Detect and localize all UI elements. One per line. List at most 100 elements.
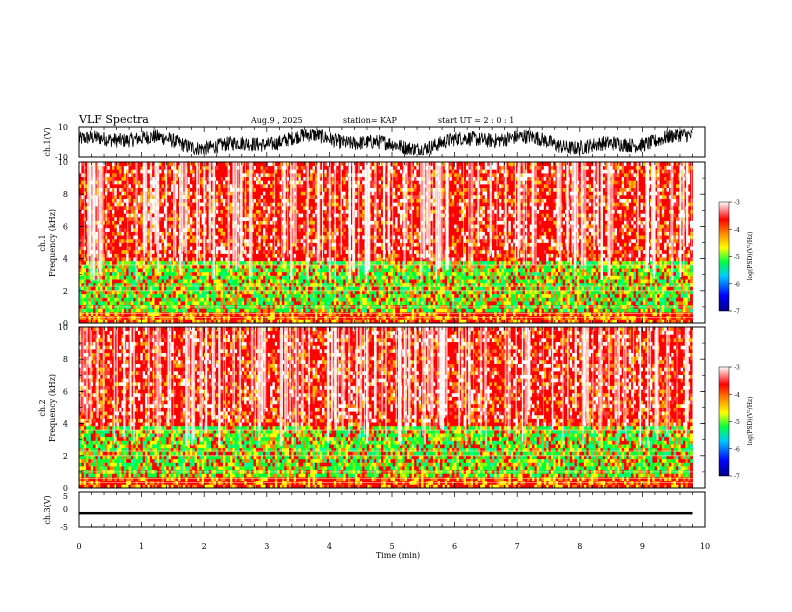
spectrogram-cell xyxy=(225,169,229,174)
spectrogram-cell xyxy=(230,235,233,240)
spectrogram-cell xyxy=(251,194,255,199)
spectrogram-cell xyxy=(225,238,229,243)
spectrogram-cell xyxy=(296,308,299,313)
spectrogram-cell xyxy=(128,319,132,324)
spectrogram-cell xyxy=(119,213,122,218)
spectrogram-cell xyxy=(79,275,82,280)
spectrogram-cell xyxy=(175,264,179,269)
spectrogram-cell xyxy=(154,249,158,254)
spectrogram-cell xyxy=(142,297,146,302)
spectrogram-cell xyxy=(107,264,111,269)
spectrogram-cell xyxy=(314,293,318,298)
spectrogram-cell xyxy=(253,301,257,306)
spectrogram-cell xyxy=(206,205,210,210)
spectrogram-cell xyxy=(161,213,165,218)
spectrogram-cell xyxy=(333,308,337,313)
spectrogram-cell xyxy=(192,187,196,192)
spectrogram-cell xyxy=(272,301,276,306)
spectrogram-cell xyxy=(199,220,203,225)
spectrogram-cell xyxy=(90,282,94,287)
spectrogram-cell xyxy=(192,224,196,229)
spectrogram-cell xyxy=(239,286,243,291)
spectrogram-cell xyxy=(161,191,165,196)
spectrogram-cell xyxy=(168,275,172,280)
spectrogram-cell xyxy=(241,293,245,298)
spectrogram-cell xyxy=(166,198,170,203)
spectrogram-cell xyxy=(192,312,196,317)
spectrogram-cell xyxy=(102,224,106,229)
spectrogram-cell xyxy=(119,290,122,295)
spectrogram-cell xyxy=(182,242,186,247)
spectrogram-cell xyxy=(81,169,85,174)
spectrogram-cell xyxy=(159,213,162,218)
spectrogram-cell xyxy=(215,216,219,221)
spectrogram-cell xyxy=(93,308,96,313)
spectrogram-cell xyxy=(149,286,153,291)
spectrogram-cell xyxy=(159,282,162,287)
spectrogram-cell xyxy=(81,187,85,192)
spectrogram-cell xyxy=(112,213,115,218)
spectrogram-cell xyxy=(338,268,342,273)
spectrogram-cell xyxy=(140,220,144,225)
spectrogram-cell xyxy=(258,194,262,199)
spectrogram-cell xyxy=(300,257,304,262)
spectrogram-cell xyxy=(215,319,219,324)
spectrogram-cell xyxy=(300,242,304,247)
spectrogram-cell xyxy=(208,275,212,280)
spectrogram-cell xyxy=(180,282,184,287)
spectrogram-cell xyxy=(338,286,342,291)
spectrogram-cell xyxy=(270,235,273,240)
spectrogram-cell xyxy=(147,172,151,178)
spectrogram-cell xyxy=(86,264,89,269)
spectrogram-cell xyxy=(251,282,255,287)
spectrogram-cell xyxy=(258,319,262,324)
spectrogram-cell xyxy=(140,271,144,276)
spectrogram-cell xyxy=(114,275,118,280)
spectrogram-cell xyxy=(298,308,302,313)
spectrogram-cell xyxy=(331,257,335,262)
spectrogram-cell xyxy=(104,180,108,185)
spectrogram-cell xyxy=(83,238,87,243)
spectrogram-cell xyxy=(274,268,278,273)
spectrogram-cell xyxy=(161,238,165,243)
spectrogram-cell xyxy=(331,169,335,174)
spectrogram-cell xyxy=(296,279,299,284)
spectrogram-cell xyxy=(218,301,221,306)
spectrogram-cell xyxy=(241,187,245,192)
spectrogram-cell xyxy=(114,187,118,192)
spectrogram-cell xyxy=(286,257,290,262)
spectrogram-cell xyxy=(331,213,335,218)
spectrogram-cell xyxy=(258,191,262,196)
spectrogram-cell xyxy=(194,249,198,254)
spectrogram-cell xyxy=(267,191,271,196)
spectrogram-cell xyxy=(277,176,280,181)
spectrogram-cell xyxy=(147,253,151,258)
spectrogram-cell xyxy=(281,279,285,284)
spectrogram-cell xyxy=(192,279,196,284)
spectrogram-cell xyxy=(133,282,137,287)
spectrogram-cell xyxy=(244,282,247,287)
spectrogram-cell xyxy=(137,301,141,306)
spectrogram-cell xyxy=(270,312,273,317)
spectrogram-cell xyxy=(230,165,233,170)
spectrogram-cell xyxy=(175,216,179,221)
spectrogram-cell xyxy=(119,165,122,170)
spectrogram-cell xyxy=(81,191,85,196)
spectrogram-cell xyxy=(192,297,196,302)
spectrogram-cell xyxy=(222,301,226,306)
spectrogram-cell xyxy=(215,246,219,251)
spectrogram-cell xyxy=(185,279,188,284)
spectrogram-cell xyxy=(171,209,174,214)
spectrogram-cell xyxy=(274,216,278,221)
spectrogram-cell xyxy=(336,231,339,236)
spectrogram-cell xyxy=(289,301,292,306)
spectrogram-cell xyxy=(206,308,210,313)
spectrogram-cell xyxy=(220,216,224,221)
spectrogram-cell xyxy=(137,242,141,247)
spectrogram-cell xyxy=(109,235,113,240)
spectrogram-cell xyxy=(135,286,139,291)
spectrogram-cell xyxy=(83,202,87,207)
spectrogram-cell xyxy=(274,176,278,181)
spectrogram-cell xyxy=(246,253,250,258)
spectrogram-cell xyxy=(147,308,151,313)
